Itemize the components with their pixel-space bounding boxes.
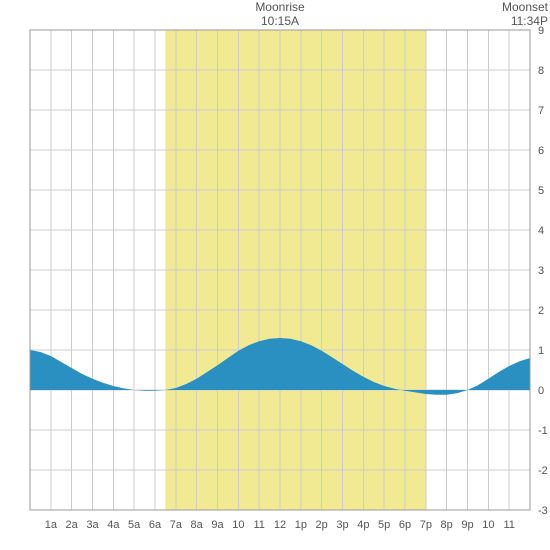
x-tick-label: 11 <box>503 519 514 531</box>
x-tick-label: 9p <box>461 519 473 531</box>
moonrise-header: Moonrise 10:15A <box>250 0 310 28</box>
x-tick-label: 2p <box>316 519 328 531</box>
tide-chart: Moonrise 10:15A Moonset 11:34P 1a2a3a4a5… <box>0 0 550 550</box>
moonset-time: 11:34P <box>502 14 548 28</box>
y-tick-label: 5 <box>538 185 544 197</box>
y-tick-label: 8 <box>538 65 544 77</box>
moonset-header: Moonset 11:34P <box>502 0 548 28</box>
x-tick-label: 11 <box>253 519 264 531</box>
y-tick-label: 0 <box>538 385 544 397</box>
x-tick-label: 7p <box>420 519 432 531</box>
moonrise-label: Moonrise <box>250 0 310 14</box>
x-tick-label: 8p <box>441 519 453 531</box>
y-tick-label: 3 <box>538 265 544 277</box>
x-tick-label: 2a <box>66 519 79 531</box>
x-tick-label: 1a <box>45 519 58 531</box>
x-tick-label: 5p <box>378 519 390 531</box>
x-tick-label: 7a <box>170 519 183 531</box>
x-tick-label: 9a <box>211 519 224 531</box>
y-tick-label: 1 <box>538 345 544 357</box>
y-tick-label: 6 <box>538 145 544 157</box>
moonset-label: Moonset <box>502 0 548 14</box>
x-tick-label: 6p <box>399 519 411 531</box>
y-tick-label: -2 <box>538 465 548 477</box>
x-tick-label: 12 <box>274 519 286 531</box>
x-tick-label: 4p <box>357 519 369 531</box>
x-tick-label: 10 <box>232 519 244 531</box>
x-tick-label: 4a <box>107 519 120 531</box>
y-tick-label: -1 <box>538 425 548 437</box>
moonrise-time: 10:15A <box>250 14 310 28</box>
x-tick-label: 1p <box>295 519 307 531</box>
y-tick-label: 7 <box>538 105 544 117</box>
x-tick-label: 3a <box>86 519 99 531</box>
x-tick-label: 5a <box>128 519 141 531</box>
chart-svg: 1a2a3a4a5a6a7a8a9a1011121p2p3p4p5p6p7p8p… <box>0 0 550 550</box>
y-tick-label: -3 <box>538 505 548 517</box>
x-tick-label: 10 <box>482 519 494 531</box>
y-tick-label: 4 <box>538 225 544 237</box>
y-tick-label: 2 <box>538 305 544 317</box>
x-tick-label: 8a <box>191 519 204 531</box>
x-tick-label: 6a <box>149 519 162 531</box>
x-tick-label: 3p <box>336 519 348 531</box>
